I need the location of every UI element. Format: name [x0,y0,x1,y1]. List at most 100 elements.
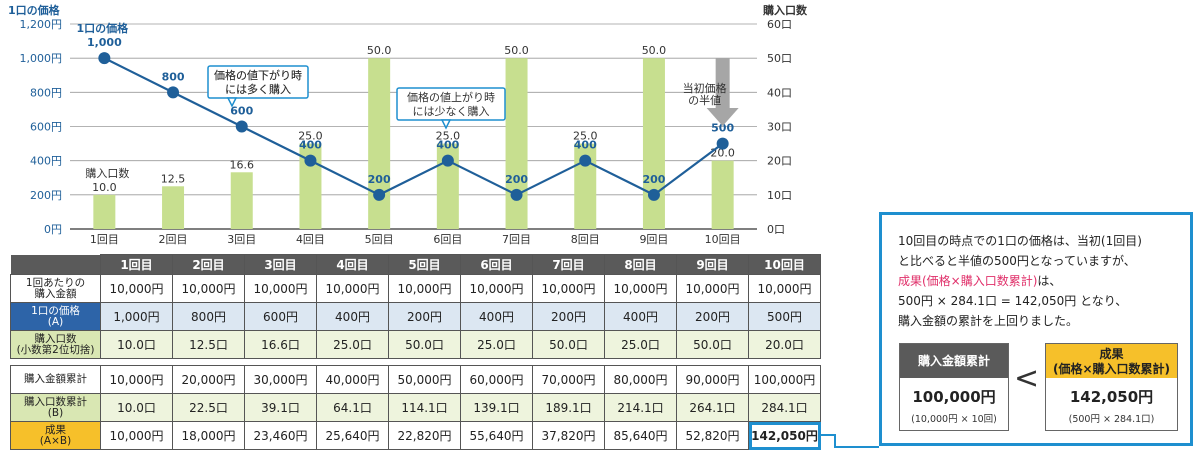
price-point [579,154,592,167]
table-cell: 90,000円 [676,365,749,394]
table-cell: 600円 [244,302,317,331]
bar-label: 50.0 [504,44,529,57]
price-point [510,188,523,201]
bar [162,186,185,229]
table-cell: 500円 [748,302,821,331]
annotation-up-box [396,87,506,121]
callout-line: 成果(価格×購入口数累計)は、 [898,271,1142,291]
table-cell: 142,050円 [748,421,821,450]
category-label: 4回目 [296,233,325,246]
price-point [304,154,317,167]
category-label: 9回目 [639,233,668,246]
table-cell: 400円 [604,302,677,331]
table-cell: 284.1口 [748,393,821,422]
table-corner [10,254,101,275]
table-header-row: 1回目 2回目 3回目 4回目 5回目 6回目 7回目 8回目 9回目 10回目 [10,254,821,275]
table-cell: 20.0口 [748,330,821,359]
price-point [441,154,454,167]
bar-label: 10.0 [92,181,117,194]
half-price-arrow-head [706,108,739,126]
table-cell: 80,000円 [604,365,677,394]
bar-label: 20.0 [710,147,735,160]
table-cell: 139.1口 [460,393,533,422]
table-row-label: 1口の価格 (A) [10,302,101,331]
left-axis-tick: 1,200円 [20,18,63,31]
table-cell: 200円 [676,302,749,331]
category-label: 1回目 [90,233,119,246]
table-row: 購入口数 (小数第2位切捨) 10.0口 12.5口 16.6口 25.0口 50.0口 2… [10,330,821,359]
table-cell: 25.0口 [316,330,389,359]
bar [711,160,734,229]
table-cell: 25.0口 [460,330,533,359]
table-row: 購入金額累計 10,000円 20,000円 30,000円 40,000円 50,000… [10,365,821,394]
total-purchase-sub: (10,000円 × 10回) [911,414,997,425]
annotation-up-text: には少なく購入 [413,104,490,118]
result-title: 成果 (価格×購入口数累計) [1046,344,1177,378]
table-cell: 189.1口 [532,393,605,422]
table-header-cell: 4回目 [316,254,389,275]
table-cell: 10,000円 [244,274,317,303]
bar-label: 25.0 [573,130,598,143]
table-row: 1口の価格 (A) 1,000円 800円 600円 400円 200円 400円 200円 4… [10,302,821,331]
price-label: 800 [162,70,185,83]
category-label: 7回目 [502,233,531,246]
table-header-cell: 10回目 [748,254,821,275]
callout-line: と比べると半値の500円となっていますが、 [898,254,1136,268]
table-cell: 10,000円 [532,274,605,303]
table-cell: 70,000円 [532,365,605,394]
table-cell: 52,820円 [676,421,749,450]
table-row-label: 購入金額累計 [10,365,101,394]
left-axis-title: 1口の価格 [8,3,61,17]
table-row-label: 購入口数累計 (B) [10,393,101,422]
table-cell: 10.0口 [100,393,173,422]
table-row-label: 成果 (A×B) [10,421,101,450]
category-label: 8回目 [571,233,600,246]
table-cell: 50.0口 [388,330,461,359]
table-cell: 10,000円 [388,274,461,303]
left-axis-tick: 400円 [30,155,62,168]
table-cell: 10,000円 [100,274,173,303]
price-label: 200 [505,173,528,186]
category-label: 2回目 [159,233,188,246]
less-than-sign: < [1014,361,1040,396]
table-cell: 10,000円 [100,365,173,394]
bar-label: 25.0 [298,130,323,143]
summary-callout: 10回目の時点での1口の価格は、当初(1回目) と比べると半値の500円となって… [879,212,1193,446]
table-cell: 200円 [388,302,461,331]
annotation-down-text: 価格の値下がり時 [214,68,302,82]
right-axis-tick: 20口 [767,155,792,168]
table-cell: 400円 [316,302,389,331]
table-cell: 25.0口 [604,330,677,359]
callout-line: 500円 × 284.1口 = 142,050円 となり、 [898,294,1128,308]
callout-text: 10回目の時点での1口の価格は、当初(1回目) と比べると半値の500円となって… [898,231,1142,331]
table-cell: 264.1口 [676,393,749,422]
table-row: 成果 (A×B) 10,000円 18,000円 23,460円 25,640円 22,8… [10,421,821,450]
price-point [716,137,729,150]
callout-line-tail: は、 [1037,274,1062,288]
bar [368,58,391,229]
bar [436,143,459,229]
bar [230,172,253,229]
price-label: 400 [299,139,322,152]
annotation-up-text: 価格の値上がり時 [407,90,495,104]
data-table: 1回目 2回目 3回目 4回目 5回目 6回目 7回目 8回目 9回目 10回目… [10,254,821,450]
table-header-cell: 7回目 [532,254,605,275]
table-cell: 85,640円 [604,421,677,450]
table-header-cell: 8回目 [604,254,677,275]
callout-line: 購入金額の累計を上回りました。 [898,314,1079,328]
table-cell: 114.1口 [388,393,461,422]
table-cell: 64.1口 [316,393,389,422]
price-label: 400 [574,139,597,152]
result-title-2: (価格×購入口数累計) [1052,362,1171,376]
result-title-1: 成果 [1099,347,1124,361]
callout-line: 10回目の時点での1口の価格は、当初(1回目) [898,234,1142,248]
annotation-down-tip [226,97,238,108]
right-axis-tick: 60口 [767,18,792,31]
table-cell: 55,640円 [460,421,533,450]
price-point [235,120,248,133]
left-axis-tick: 0円 [44,223,62,236]
table-header-cell: 2回目 [172,254,245,275]
price-label: 1,000 [87,36,122,49]
category-label: 6回目 [433,233,462,246]
table-cell: 40,000円 [316,365,389,394]
